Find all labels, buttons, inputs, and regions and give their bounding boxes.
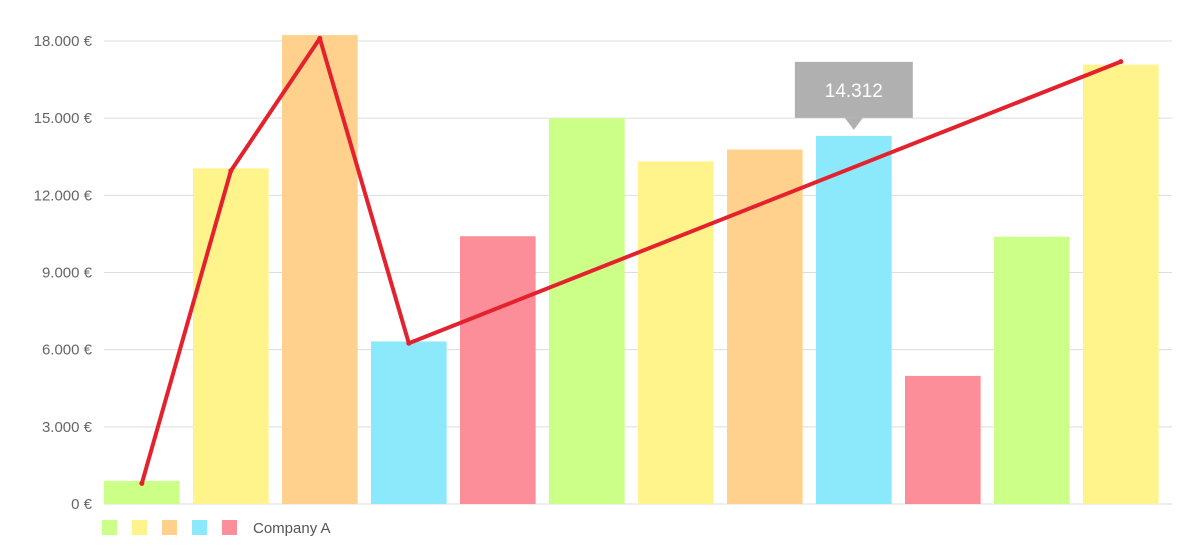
bar [104, 480, 180, 504]
legend-swatch [132, 520, 147, 535]
legend-swatch [102, 520, 117, 535]
y-tick-label: 0 € [71, 496, 93, 513]
y-tick-label: 18.000 € [34, 33, 93, 50]
legend-label: Company A [253, 520, 331, 537]
bar [994, 236, 1070, 505]
bar [193, 168, 269, 504]
y-axis-ticks: 0 € 3.000 € 6.000 € 9.000 € 12.000 € 15.000 €… [34, 33, 93, 513]
line-point [228, 168, 234, 174]
line-point [139, 480, 145, 486]
y-tick-label: 12.000 € [34, 187, 93, 204]
y-tick-label: 6.000 € [42, 342, 93, 359]
line-point [317, 35, 323, 41]
line-point [1118, 59, 1124, 65]
bar [549, 118, 625, 505]
line-point [406, 340, 412, 346]
bar [282, 35, 358, 504]
legend: Company A [102, 520, 331, 537]
bar [905, 375, 981, 504]
bar [816, 135, 892, 504]
y-tick-label: 15.000 € [34, 110, 93, 127]
tooltip-box [794, 61, 913, 118]
bar [371, 341, 447, 504]
tooltip-pointer [844, 117, 863, 130]
tooltip-value: 14.312 [825, 81, 883, 102]
bar [1083, 64, 1159, 505]
bar [638, 161, 714, 504]
bars [104, 35, 1159, 505]
y-tick-label: 3.000 € [42, 419, 93, 436]
bar [727, 149, 803, 504]
legend-swatch [222, 520, 237, 535]
trend-line [139, 35, 1124, 486]
y-tick-label: 9.000 € [42, 265, 93, 282]
tooltip: 14.312 [794, 61, 913, 130]
legend-swatch [192, 520, 207, 535]
bar [460, 236, 536, 504]
legend-swatch [162, 520, 177, 535]
